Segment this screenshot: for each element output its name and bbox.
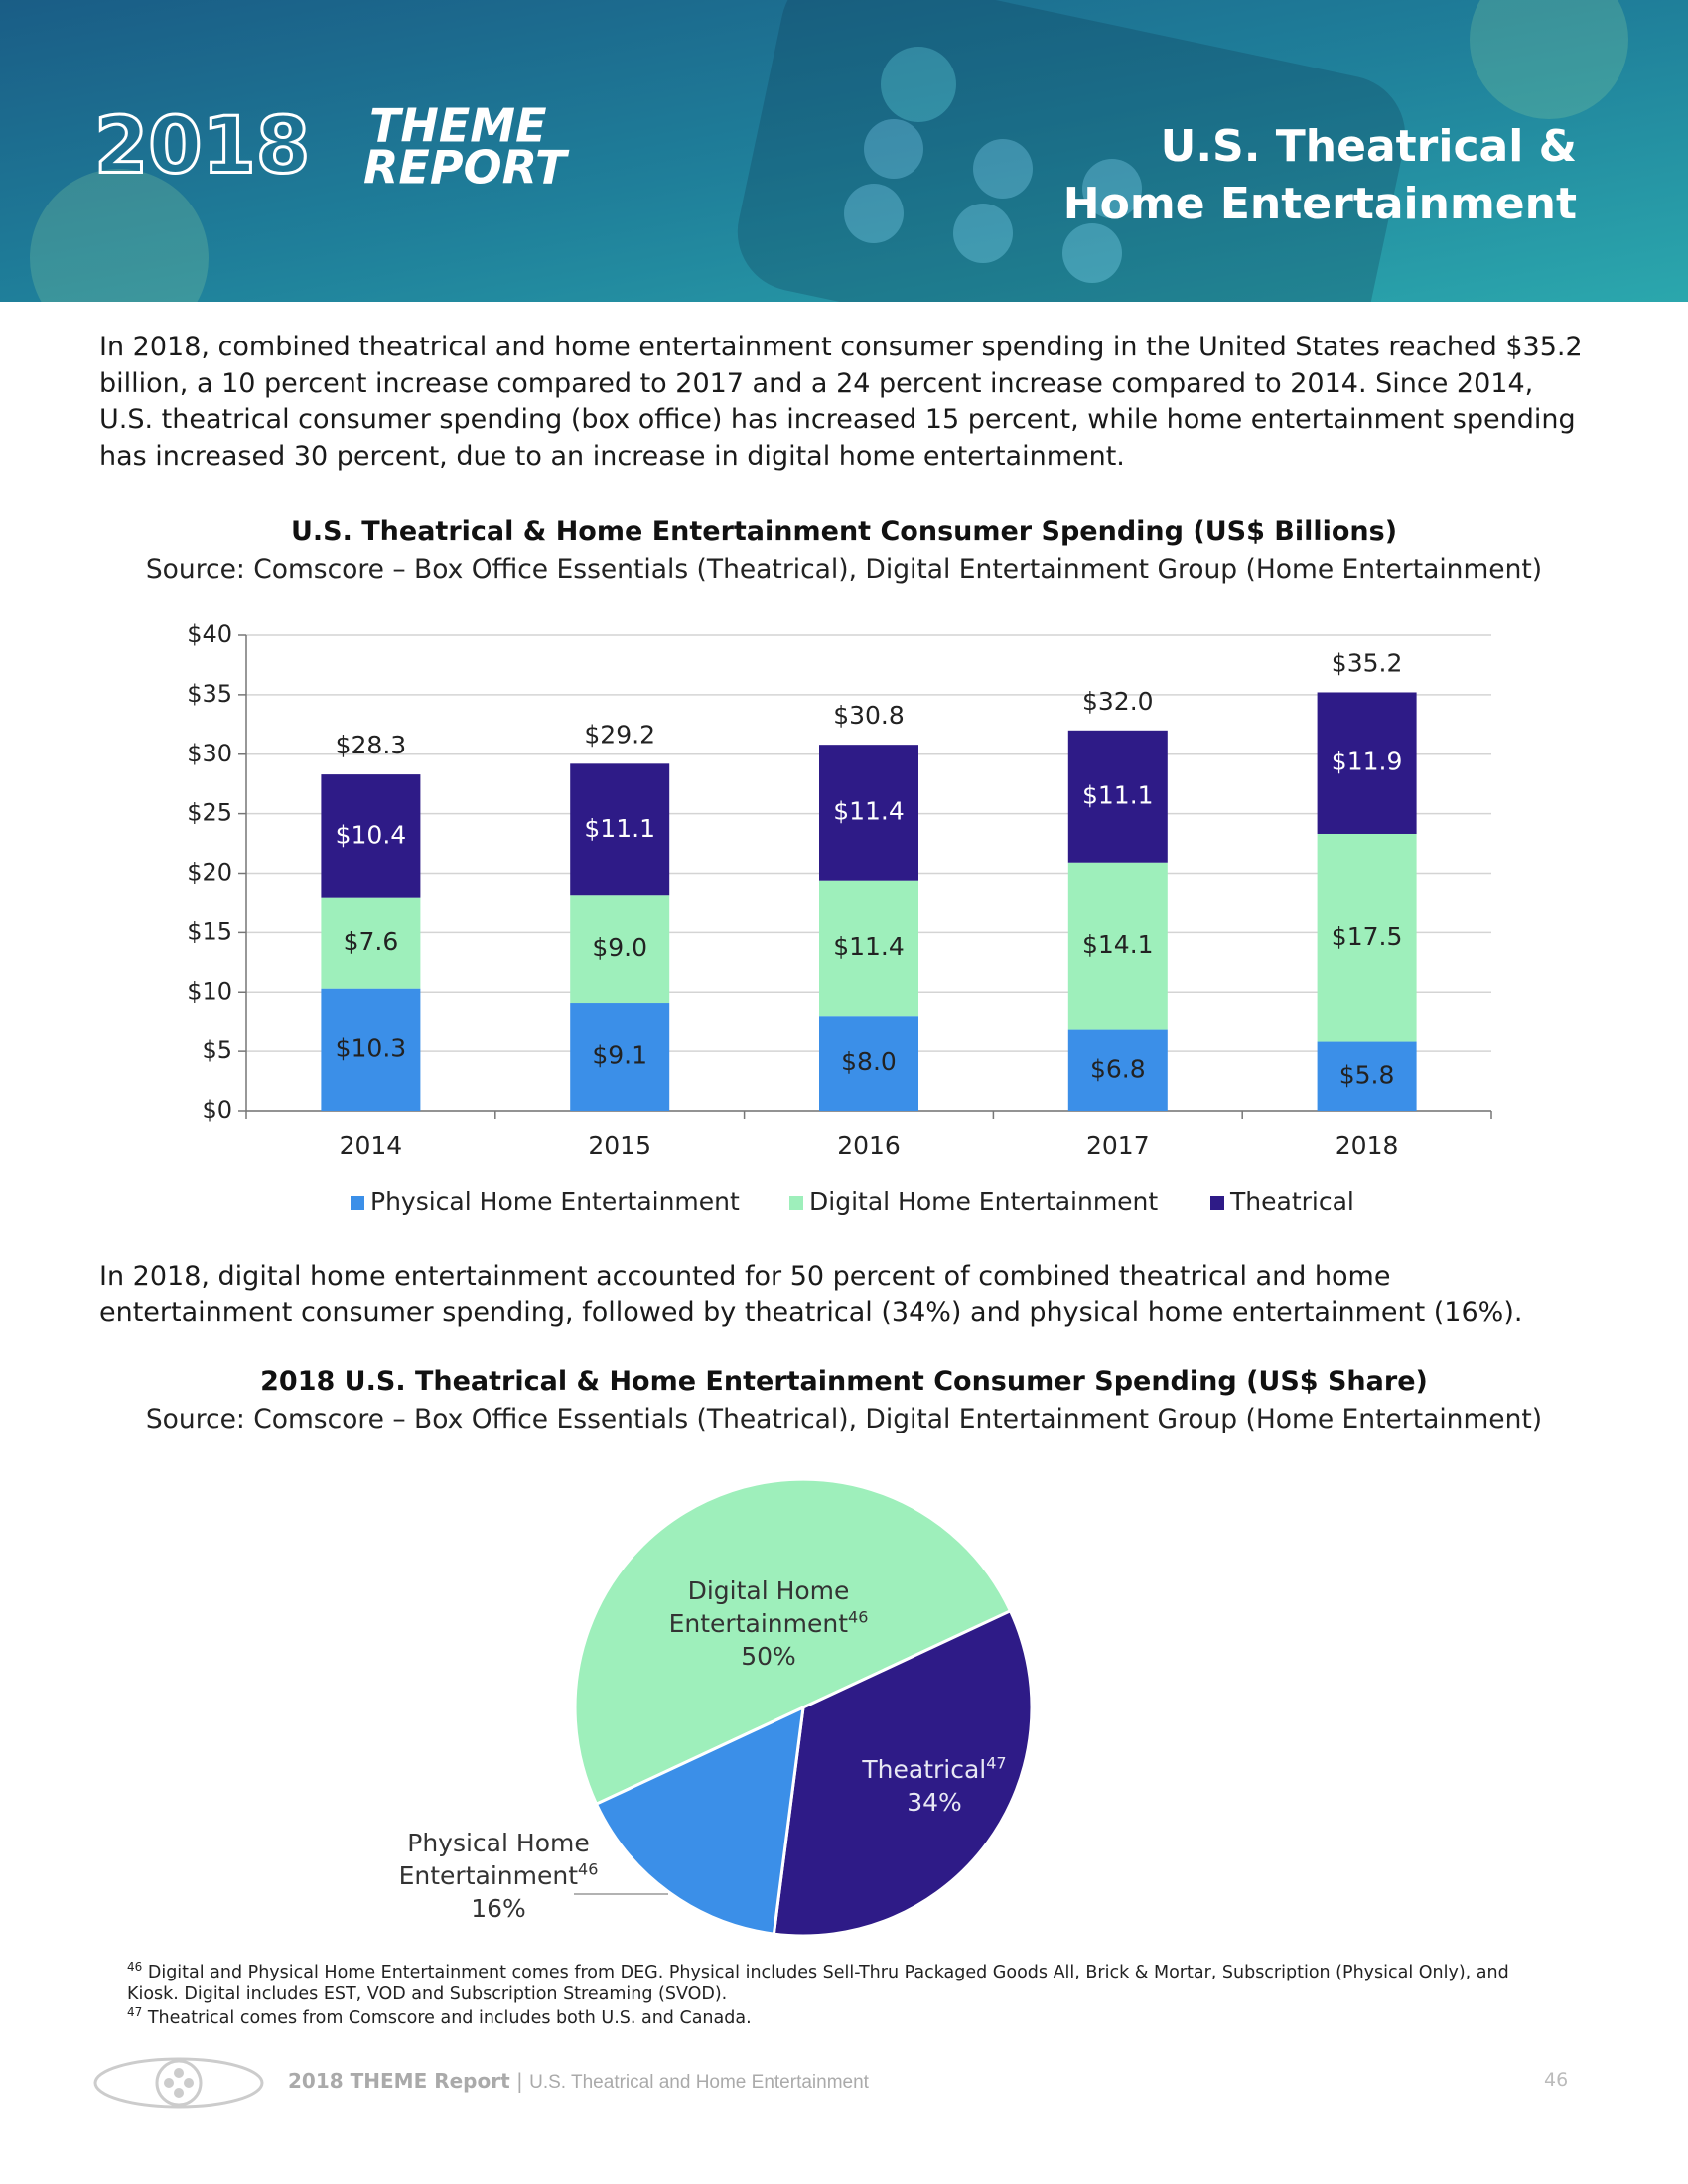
bar-segment — [1317, 833, 1417, 1042]
page-title: U.S. Theatrical & — [1161, 121, 1577, 172]
footer: 2018 THEME Report | U.S. Theatrical and … — [288, 2069, 869, 2094]
x-tick-label: 2014 — [340, 1131, 403, 1160]
data-label: $11.9 — [1332, 748, 1403, 776]
x-tick-label: 2017 — [1086, 1131, 1150, 1160]
footnote-text: Theatrical comes from Comscore and inclu… — [147, 2007, 752, 2028]
pie-slice — [594, 1705, 805, 1936]
footer-logo — [93, 2057, 264, 2109]
bar-segment — [819, 745, 918, 881]
paragraph: In 2018, digital home entertainment acco… — [99, 1261, 1523, 1328]
chart-title: U.S. Theatrical & Home Entertainment Con… — [290, 516, 1398, 547]
data-label: $10.4 — [336, 820, 407, 849]
total-label: $35.2 — [1332, 648, 1403, 677]
y-tick-label: $20 — [187, 859, 232, 887]
total-label: $30.8 — [833, 701, 905, 730]
bar-segment — [321, 897, 421, 989]
legend-label: Digital Home Entertainment — [809, 1187, 1158, 1216]
data-label: $11.4 — [833, 796, 905, 825]
bar-segment — [321, 988, 421, 1111]
legend-label: Physical Home Entertainment — [370, 1187, 740, 1216]
pie-label-ref: 47 — [986, 1753, 1007, 1773]
y-tick-label: $15 — [187, 917, 232, 945]
x-tick-label: 2018 — [1336, 1131, 1399, 1160]
bar-segment — [819, 880, 918, 1017]
logo-word: THEME — [369, 99, 547, 153]
header-banner: 2018 THEME REPORT U.S. Theatrical & Home… — [0, 0, 1688, 302]
x-tick-label: 2016 — [837, 1131, 901, 1160]
data-label: $8.0 — [841, 1047, 897, 1076]
remote-decoration — [30, 0, 1628, 302]
y-tick-label: $5 — [202, 1036, 232, 1064]
pie-label-value: 34% — [907, 1788, 962, 1817]
paragraph: In 2018, combined theatrical and home en… — [99, 332, 1583, 472]
bar-segment — [570, 1003, 670, 1111]
pie-label-value: 50% — [741, 1642, 796, 1671]
bar-segment — [1317, 1041, 1417, 1111]
logo-year: 2018 — [94, 101, 310, 191]
y-tick-label: $25 — [187, 799, 232, 827]
pie-label: Theatrical47 34% — [815, 1753, 1054, 1819]
total-label: $28.3 — [336, 731, 407, 759]
bar-segment — [570, 763, 670, 896]
pie-label-name: Physical Home Entertainment — [398, 1829, 590, 1890]
legend-swatch — [1210, 1196, 1224, 1210]
bar-segment — [321, 774, 421, 898]
data-label: $10.3 — [336, 1033, 407, 1062]
data-label: $11.1 — [1082, 780, 1154, 809]
pie-label-name: Theatrical — [862, 1755, 987, 1784]
bar-segment — [1067, 862, 1168, 1030]
footnote: 47 Theatrical comes from Comscore and in… — [127, 2001, 1537, 2029]
page-title: Home Entertainment — [1063, 179, 1577, 229]
footnote: 46 Digital and Physical Home Entertainme… — [127, 1956, 1537, 2005]
chart-subtitle: Source: Comscore – Box Office Essentials… — [145, 1404, 1543, 1434]
banner-background — [0, 0, 1688, 302]
pie-slice — [573, 1478, 1013, 1807]
data-label: $9.1 — [592, 1041, 647, 1070]
x-tick-label: 2015 — [588, 1131, 651, 1160]
y-tick-label: $40 — [187, 620, 232, 648]
bar-segment — [570, 895, 670, 1004]
data-label: $11.4 — [833, 932, 905, 961]
total-label: $32.0 — [1082, 687, 1154, 716]
data-label: $14.1 — [1082, 930, 1154, 959]
data-label: $11.1 — [584, 814, 655, 843]
pie-label-ref: 46 — [578, 1859, 599, 1879]
total-label: $29.2 — [584, 720, 655, 749]
bar-segment — [1067, 730, 1168, 863]
bar-segment — [1067, 1029, 1168, 1111]
legend-label: Theatrical — [1229, 1187, 1354, 1216]
y-tick-label: $0 — [202, 1096, 232, 1124]
logo-word: REPORT — [363, 141, 570, 195]
footnote-text: Digital and Physical Home Entertainment … — [127, 1962, 1509, 2004]
pie-slice — [772, 1608, 1034, 1938]
y-tick-label: $10 — [187, 977, 232, 1005]
chart-subtitle: Source: Comscore – Box Office Essentials… — [145, 554, 1543, 585]
pie-label-ref: 46 — [848, 1607, 869, 1627]
legend-swatch — [351, 1196, 364, 1210]
pie-label: Physical Home Entertainment46 16% — [379, 1827, 618, 1925]
data-label: $6.8 — [1090, 1054, 1146, 1083]
data-label: $17.5 — [1332, 922, 1403, 951]
footnote-number: 47 — [127, 2005, 143, 2019]
footnote-number: 46 — [127, 1960, 143, 1974]
footer-report: 2018 THEME Report — [288, 2069, 510, 2093]
bar-segment — [819, 1016, 918, 1111]
legend-swatch — [789, 1196, 803, 1210]
data-label: $5.8 — [1339, 1060, 1395, 1089]
page-number: 46 — [1544, 2069, 1569, 2091]
bar-segment — [1317, 692, 1417, 834]
pie-label: Digital Home Entertainment46 50% — [649, 1574, 888, 1673]
chart-title: 2018 U.S. Theatrical & Home Entertainmen… — [260, 1366, 1428, 1397]
pie-label-name: Digital Home Entertainment — [668, 1576, 850, 1638]
y-tick-label: $35 — [187, 680, 232, 708]
footer-separator: | — [516, 2069, 523, 2093]
footer-section: U.S. Theatrical and Home Entertainment — [529, 2072, 869, 2093]
data-label: $7.6 — [344, 927, 399, 956]
pie-label-value: 16% — [471, 1894, 526, 1923]
y-tick-label: $30 — [187, 740, 232, 767]
data-label: $9.0 — [592, 933, 647, 962]
